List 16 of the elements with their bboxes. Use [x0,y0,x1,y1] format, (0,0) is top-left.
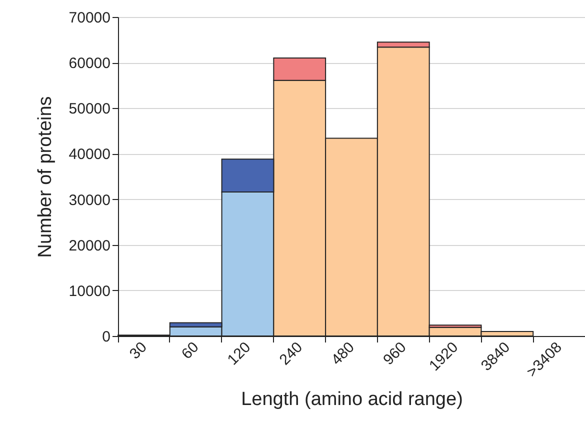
x-axis-title: Length (amino acid range) [241,388,463,410]
y-tick-label: 60000 [68,55,110,72]
y-tick-label: 10000 [68,282,110,300]
y-tick-label: 20000 [68,237,110,254]
y-tick-label: 30000 [68,192,110,209]
y-tick-label: 0 [102,328,110,346]
x-tick-label: 960 [380,338,410,369]
y-tick-label: 70000 [68,10,110,26]
x-tick-label: 480 [328,338,358,369]
x-tick-label: 60 [178,338,202,363]
y-tick-label: 50000 [68,100,110,118]
x-tick-label: 240 [276,338,306,369]
y-tick-label: 40000 [68,146,110,164]
y-axis-title: Number of proteins [34,96,56,258]
x-tick-label: 30 [126,338,150,363]
x-tick-label: 120 [224,338,254,369]
